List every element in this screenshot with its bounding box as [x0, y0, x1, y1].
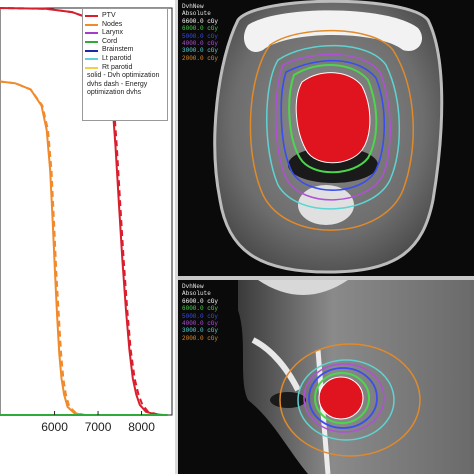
x-tick-label: 8000 [128, 420, 155, 434]
legend-label: Cord [102, 37, 118, 45]
axial-dose-legend: DvhNew Absolute 6600.0 cGy 6000.0 cGy 5000.0… [182, 3, 218, 62]
ct-subheader: Absolute [182, 10, 211, 18]
legend-entry: Brainstem [85, 46, 165, 55]
dose-level-label: 3000.0 cGy [182, 327, 219, 335]
legend-swatch [85, 41, 98, 44]
legend-label: Lt parotid [102, 54, 132, 62]
sagittal-ct-panel: DvhNew Absolute 6600.0 cGy 6000.0 cGy 5000.0… [178, 280, 474, 474]
legend-swatch [85, 66, 98, 69]
panel-divider [175, 0, 178, 474]
legend-swatch [85, 49, 98, 52]
legend-swatch [85, 23, 98, 26]
dose-level-label: 2000.0 cGy [182, 334, 219, 342]
dose-level-label: 6000.0 cGy [182, 305, 219, 313]
legend-entry: Cord [85, 38, 165, 47]
legend-swatch [85, 15, 98, 18]
legend-swatch [85, 58, 98, 61]
dose-level-label: 5000.0 cGy [182, 32, 219, 40]
dose-level-label: 2000.0 cGy [182, 54, 219, 62]
legend-note: solid - Dvh optimization dvhs dash - Ene… [87, 72, 160, 97]
legend-label: Larynx [102, 29, 124, 37]
legend-entry: Rt parotid [85, 64, 165, 73]
series-line-nodes-solid [0, 80, 84, 416]
sagittal-dose-legend: DvhNew Absolute 6600.0 cGy 6000.0 cGy 5000.0… [182, 283, 218, 342]
dose-level-label: 5000.0 cGy [182, 312, 219, 320]
ct-subheader: Absolute [182, 290, 211, 298]
legend-entry: Larynx [85, 29, 165, 38]
dose-level-label: 4000.0 cGy [182, 40, 219, 48]
legend-swatch [85, 32, 98, 35]
legend-label: PTV [102, 12, 116, 19]
dose-level-label: 6600.0 cGy [182, 297, 219, 305]
legend-entry: PTV [85, 12, 165, 21]
ct-header: DvhNew [182, 283, 204, 290]
dose-level-label: 4000.0 cGy [182, 320, 219, 328]
ct-panel-gap [178, 276, 474, 280]
ct-header: DvhNew [182, 3, 204, 10]
legend-label: Nodes [102, 20, 123, 28]
x-tick-label: 6000 [41, 420, 68, 434]
sagittal-ct-image [238, 280, 474, 474]
chart-legend: PTV Nodes Larynx Cord Brainstem Lt parotid Rt … [82, 8, 168, 121]
dose-level-label: 3000.0 cGy [182, 47, 219, 55]
legend-entry: Nodes [85, 21, 165, 30]
axial-ct-panel: DvhNew Absolute 6600.0 cGy 6000.0 cGy 5000.0… [178, 0, 474, 276]
x-tick-label: 7000 [85, 420, 112, 434]
dose-level-label: 6000.0 cGy [182, 25, 219, 33]
legend-label: Rt parotid [102, 63, 133, 71]
dose-level-label: 6600.0 cGy [182, 17, 219, 25]
legend-label: Brainstem [102, 46, 134, 54]
series-line-nodes-dashed [0, 80, 86, 416]
dvh-chart-panel: 6000 7000 8000 PTV Nodes Larynx Cord Brainstem… [0, 0, 175, 474]
legend-entry: Lt parotid [85, 55, 165, 64]
axial-ct-image [213, 0, 444, 274]
